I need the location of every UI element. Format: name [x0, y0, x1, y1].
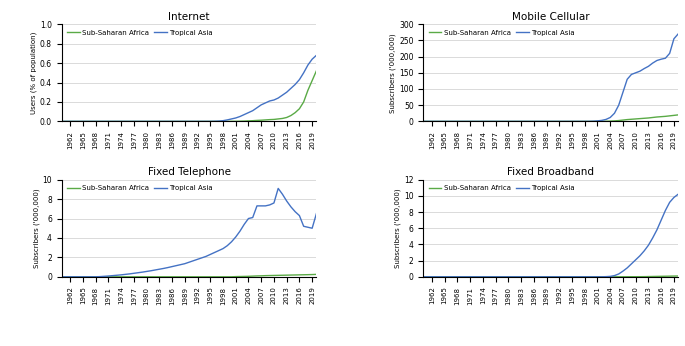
- Tropical Asia: [108, 274, 116, 278]
- Sub-Saharan Africa: [419, 119, 427, 124]
- Sub-Saharan Africa: [508, 275, 516, 279]
- Sub-Saharan Africa: [312, 272, 321, 276]
- Legend: Sub-Saharan Africa, Tropical Asia: Sub-Saharan Africa, Tropical Asia: [427, 28, 576, 38]
- Tropical Asia: [58, 275, 66, 279]
- Sub-Saharan Africa: [555, 119, 563, 124]
- Line: Tropical Asia: Tropical Asia: [62, 188, 316, 277]
- Tropical Asia: [508, 275, 516, 279]
- Y-axis label: Subscribers ('000,000): Subscribers ('000,000): [390, 33, 397, 112]
- Sub-Saharan Africa: [470, 275, 478, 279]
- Tropical Asia: [58, 119, 66, 124]
- Sub-Saharan Africa: [640, 275, 648, 279]
- Sub-Saharan Africa: [508, 119, 516, 124]
- Tropical Asia: [419, 275, 427, 279]
- Tropical Asia: [193, 119, 201, 124]
- Sub-Saharan Africa: [674, 274, 682, 278]
- Y-axis label: Subscribers ('000,000): Subscribers ('000,000): [395, 189, 401, 268]
- Sub-Saharan Africa: [640, 116, 648, 120]
- Legend: Sub-Saharan Africa, Tropical Asia: Sub-Saharan Africa, Tropical Asia: [65, 183, 214, 193]
- Title: Internet: Internet: [169, 12, 210, 22]
- Tropical Asia: [508, 119, 516, 124]
- Sub-Saharan Africa: [470, 119, 478, 124]
- Sub-Saharan Africa: [555, 275, 563, 279]
- Tropical Asia: [555, 119, 563, 124]
- Sub-Saharan Africa: [419, 275, 427, 279]
- Sub-Saharan Africa: [674, 113, 682, 117]
- Y-axis label: Subscribers ('000,000): Subscribers ('000,000): [33, 189, 40, 268]
- Sub-Saharan Africa: [108, 119, 116, 124]
- Title: Fixed Broadband: Fixed Broadband: [508, 167, 595, 177]
- Sub-Saharan Africa: [147, 119, 155, 124]
- Tropical Asia: [117, 119, 125, 124]
- Sub-Saharan Africa: [58, 275, 66, 279]
- Sub-Saharan Africa: [193, 275, 201, 279]
- Sub-Saharan Africa: [117, 275, 125, 279]
- Sub-Saharan Africa: [479, 275, 487, 279]
- Tropical Asia: [210, 119, 219, 123]
- Y-axis label: Users (% of population): Users (% of population): [31, 31, 37, 114]
- Sub-Saharan Africa: [312, 69, 321, 73]
- Tropical Asia: [312, 211, 321, 216]
- Tropical Asia: [640, 249, 648, 253]
- Sub-Saharan Africa: [278, 273, 286, 277]
- Tropical Asia: [674, 32, 682, 36]
- Tropical Asia: [674, 192, 682, 196]
- Line: Sub-Saharan Africa: Sub-Saharan Africa: [62, 71, 316, 121]
- Tropical Asia: [555, 275, 563, 279]
- Tropical Asia: [147, 119, 155, 124]
- Line: Sub-Saharan Africa: Sub-Saharan Africa: [62, 274, 316, 277]
- Tropical Asia: [479, 119, 487, 124]
- Tropical Asia: [419, 119, 427, 124]
- Tropical Asia: [283, 199, 291, 203]
- Sub-Saharan Africa: [210, 275, 219, 279]
- Tropical Asia: [278, 93, 286, 97]
- Line: Sub-Saharan Africa: Sub-Saharan Africa: [423, 276, 678, 277]
- Title: Mobile Cellular: Mobile Cellular: [512, 12, 590, 22]
- Line: Tropical Asia: Tropical Asia: [423, 34, 678, 121]
- Sub-Saharan Africa: [117, 119, 125, 124]
- Sub-Saharan Africa: [572, 119, 580, 124]
- Line: Sub-Saharan Africa: Sub-Saharan Africa: [423, 115, 678, 121]
- Tropical Asia: [147, 269, 155, 273]
- Sub-Saharan Africa: [572, 275, 580, 279]
- Tropical Asia: [470, 275, 478, 279]
- Sub-Saharan Africa: [193, 119, 201, 124]
- Legend: Sub-Saharan Africa, Tropical Asia: Sub-Saharan Africa, Tropical Asia: [65, 28, 214, 38]
- Legend: Sub-Saharan Africa, Tropical Asia: Sub-Saharan Africa, Tropical Asia: [427, 183, 576, 193]
- Sub-Saharan Africa: [479, 119, 487, 124]
- Sub-Saharan Africa: [147, 275, 155, 279]
- Tropical Asia: [572, 119, 580, 124]
- Tropical Asia: [470, 119, 478, 124]
- Sub-Saharan Africa: [108, 275, 116, 279]
- Line: Tropical Asia: Tropical Asia: [423, 194, 678, 277]
- Tropical Asia: [479, 275, 487, 279]
- Tropical Asia: [108, 119, 116, 124]
- Sub-Saharan Africa: [58, 119, 66, 124]
- Title: Fixed Telephone: Fixed Telephone: [147, 167, 231, 177]
- Tropical Asia: [640, 66, 648, 71]
- Tropical Asia: [274, 186, 282, 190]
- Tropical Asia: [210, 251, 219, 255]
- Tropical Asia: [193, 257, 201, 261]
- Line: Tropical Asia: Tropical Asia: [62, 55, 316, 121]
- Sub-Saharan Africa: [278, 116, 286, 120]
- Tropical Asia: [312, 53, 321, 57]
- Tropical Asia: [572, 275, 580, 279]
- Sub-Saharan Africa: [210, 119, 219, 124]
- Tropical Asia: [117, 273, 125, 277]
